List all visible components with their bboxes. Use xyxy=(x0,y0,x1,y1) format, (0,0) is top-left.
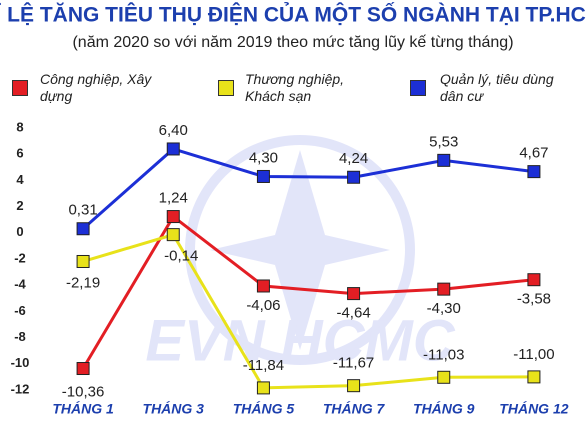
point-marker xyxy=(527,370,541,384)
value-label: -4,30 xyxy=(427,300,461,317)
chart-subtitle: (năm 2020 so với năm 2019 theo mức tăng … xyxy=(72,34,513,51)
y-tick-label: -4 xyxy=(14,277,26,292)
legend-swatch xyxy=(218,80,234,96)
legend-label: Công nghiệp, Xây dựng xyxy=(40,71,152,104)
point-marker xyxy=(256,381,270,395)
point-marker xyxy=(347,170,361,184)
y-tick-label: -6 xyxy=(14,303,26,318)
legend-swatch xyxy=(12,80,28,96)
y-tick-label: -8 xyxy=(14,329,26,344)
point-marker xyxy=(76,362,90,376)
x-tick-label: THÁNG 7 xyxy=(323,401,386,417)
point-marker xyxy=(347,379,361,393)
y-tick-label: 2 xyxy=(16,198,23,213)
legend-swatch xyxy=(410,80,426,96)
svg-text:EVN HCMC: EVN HCMC xyxy=(145,308,455,373)
series-line xyxy=(81,214,535,370)
value-label: 4,30 xyxy=(249,149,278,166)
point-marker xyxy=(166,142,180,156)
value-label: -0,14 xyxy=(164,248,198,265)
value-label: -11,00 xyxy=(513,346,554,363)
value-label: 6,40 xyxy=(159,122,188,139)
series-line xyxy=(82,232,534,390)
y-tick-label: 6 xyxy=(16,146,23,161)
value-label: -11,67 xyxy=(333,355,374,372)
y-tick-label: -2 xyxy=(14,250,26,265)
x-tick-label: THÁNG 1 xyxy=(52,401,114,417)
point-marker xyxy=(527,273,541,287)
value-label: 4,24 xyxy=(339,150,368,167)
value-label: 4,67 xyxy=(519,145,548,162)
x-tick-label: THÁNG 5 xyxy=(233,401,295,417)
series-line xyxy=(82,147,535,230)
point-marker xyxy=(347,287,361,301)
point-marker xyxy=(76,222,90,236)
value-label: -3,58 xyxy=(517,291,551,308)
y-tick-label: 4 xyxy=(16,172,24,187)
point-marker xyxy=(527,165,541,179)
value-label: -4,64 xyxy=(336,305,370,322)
x-tick-label: THÁNG 9 xyxy=(413,401,475,417)
point-marker xyxy=(166,210,180,224)
value-label: 0,31 xyxy=(68,202,97,219)
value-label: -11,03 xyxy=(423,346,464,363)
y-tick-label: 0 xyxy=(16,224,23,239)
watermark: EVN HCMC xyxy=(145,135,456,373)
chart-title: TỈ LỆ TĂNG TIÊU THỤ ĐIỆN CỦA MỘT SỐ NGÀN… xyxy=(0,3,586,27)
value-label: 1,24 xyxy=(159,190,188,207)
legend-label: Thương nghiệp, Khách sạn xyxy=(245,71,345,104)
value-label: -4,06 xyxy=(246,297,280,314)
point-marker xyxy=(166,228,180,242)
y-tick-label: -12 xyxy=(11,381,30,396)
point-marker xyxy=(437,282,451,296)
y-tick-label: -10 xyxy=(11,355,30,370)
value-label: 5,53 xyxy=(429,133,458,150)
point-marker xyxy=(437,370,451,384)
y-tick-label: 8 xyxy=(16,119,23,134)
value-label: -11,84 xyxy=(243,357,284,374)
point-marker xyxy=(256,279,270,293)
x-tick-label: THÁNG 12 xyxy=(499,401,568,417)
value-label: -2,19 xyxy=(66,274,100,291)
x-tick-label: THÁNG 3 xyxy=(143,401,205,417)
point-marker xyxy=(76,254,90,268)
legend-label: Quản lý, tiêu dùng dân cư xyxy=(440,71,554,104)
value-label: -10,36 xyxy=(62,383,105,400)
point-marker xyxy=(256,169,270,183)
point-marker xyxy=(437,153,451,167)
